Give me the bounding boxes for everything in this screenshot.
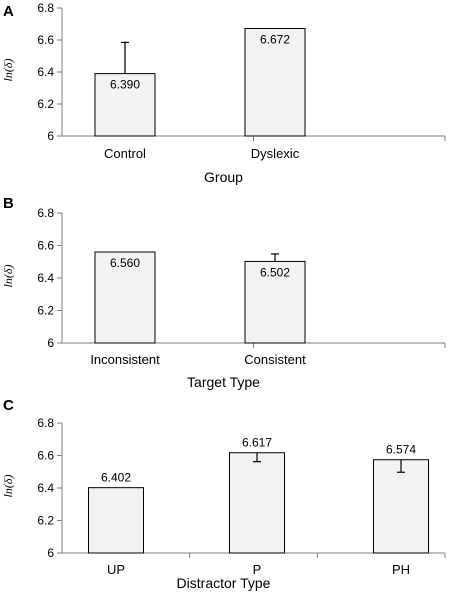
panel-a-letter: A: [3, 3, 14, 20]
x-tick-label: UP: [107, 562, 125, 577]
bar: [94, 251, 156, 344]
data-label: 6.390: [110, 78, 140, 92]
panel-a: A 6 6.2 6.4 6.6 6.8 6.390 Control 6.672 Dyslexic…: [1, 1, 446, 185]
panel-a-marks: 6 6.2 6.4 6.6 6.8 6.390 Control 6.672 Dyslexic Gr…: [1, 1, 446, 185]
data-label: 6.672: [260, 32, 290, 46]
y-axis-label: ln(δ): [1, 265, 15, 288]
y-tick-label: 6.8: [37, 1, 54, 15]
bar: [88, 487, 144, 554]
x-axis-label: Group: [204, 169, 243, 185]
panel-c: C 6 6.2 6.4 6.6 6.8 6.402 UP 6.617 P 6.574 PH Distr…: [1, 397, 446, 591]
panel-b-letter: B: [3, 195, 14, 212]
panel-b: B 6 6.2 6.4 6.6 6.8 6.560 Inconsistent 6.502 Con…: [1, 195, 446, 390]
y-tick-label: 6.6: [37, 449, 54, 463]
panel-c-letter: C: [3, 397, 14, 414]
y-tick-label: 6.2: [37, 304, 54, 318]
data-label: 6.502: [260, 265, 290, 279]
bar: [94, 73, 156, 137]
data-label: 6.574: [386, 443, 416, 457]
bar: [229, 452, 285, 554]
y-tick-label: 6.4: [37, 271, 54, 285]
y-tick-label: 6: [47, 336, 54, 350]
data-label: 6.560: [110, 256, 140, 270]
data-label: 6.402: [101, 471, 131, 485]
y-tick-label: 6.6: [37, 239, 54, 253]
y-tick-label: 6.8: [37, 416, 54, 430]
x-tick-label: PH: [392, 562, 410, 577]
y-axis-label: ln(δ): [1, 59, 15, 82]
x-tick-label: Dyslexic: [251, 146, 300, 161]
y-tick-label: 6.4: [37, 481, 54, 495]
data-label: 6.617: [242, 436, 272, 450]
y-tick-label: 6.8: [37, 206, 54, 220]
y-tick-label: 6: [47, 546, 54, 560]
y-tick-label: 6.2: [37, 97, 54, 111]
y-tick-label: 6: [47, 129, 54, 143]
bar: [244, 260, 306, 344]
x-tick-label: Inconsistent: [90, 352, 160, 367]
y-tick-label: 6.2: [37, 514, 54, 528]
y-tick-label: 6.4: [37, 65, 54, 79]
x-axis-label: Target Type: [187, 374, 260, 390]
y-tick-label: 6.6: [37, 33, 54, 47]
bar: [244, 27, 306, 137]
x-tick-label: Consistent: [244, 352, 306, 367]
x-axis-label: Distractor Type: [177, 575, 271, 591]
y-axis-label: ln(δ): [1, 475, 15, 498]
panel-b-marks: 6 6.2 6.4 6.6 6.8 6.560 Inconsistent 6.502 Consi…: [1, 206, 446, 390]
x-tick-label: Control: [104, 146, 146, 161]
panel-c-marks: 6 6.2 6.4 6.6 6.8 6.402 UP 6.617 P 6.574 PH Distrac…: [1, 416, 446, 591]
x-tick-label: P: [253, 562, 262, 577]
bar: [373, 459, 429, 554]
